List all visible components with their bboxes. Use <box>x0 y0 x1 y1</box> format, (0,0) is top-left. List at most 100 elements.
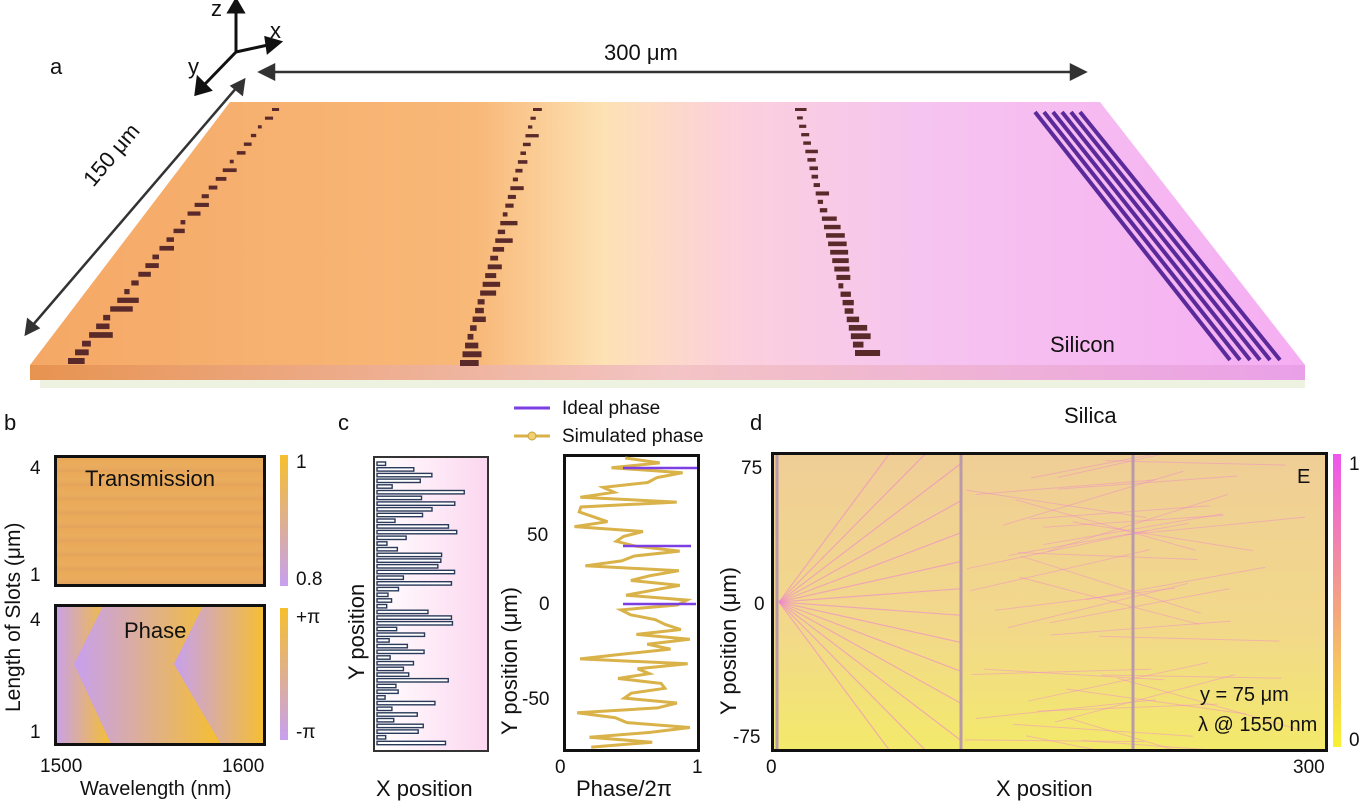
slot <box>208 185 218 190</box>
panel-d-letter: d <box>750 410 763 435</box>
depth-arrow <box>24 77 246 337</box>
slot <box>462 351 482 358</box>
annotation-y: y = 75 μm <box>1200 684 1289 706</box>
slot-bar <box>376 484 393 489</box>
slot-bar <box>376 569 456 575</box>
slot-bar <box>376 672 410 677</box>
slot-bar <box>376 478 421 484</box>
scattered-ray <box>1047 494 1228 552</box>
slot <box>507 194 516 199</box>
legend-simulated-swatch <box>514 431 550 441</box>
scattered-ray <box>1124 516 1306 536</box>
slot <box>815 191 830 196</box>
panel-d-ytick-0: 0 <box>754 594 765 615</box>
slot-bar <box>376 592 389 598</box>
slot <box>250 133 257 138</box>
slab-edge <box>30 365 1305 380</box>
slot-bar <box>376 501 456 507</box>
field-cbar-max: 1 <box>1349 454 1360 475</box>
beam-ray <box>778 601 962 672</box>
slot-bar <box>376 649 425 655</box>
slot <box>517 160 528 164</box>
slot <box>68 358 85 364</box>
slot <box>257 125 262 129</box>
panel-b-ylabel: Length of Slots (μm) <box>2 522 25 712</box>
beam-ray <box>778 532 962 603</box>
panel-c-xtick-0: 0 <box>555 757 566 778</box>
slot <box>159 245 174 251</box>
slot-bar <box>376 575 405 581</box>
scattered-ray <box>971 668 1152 675</box>
slot-bar <box>376 660 415 666</box>
slot-bar <box>376 472 433 478</box>
slot <box>215 176 227 181</box>
scattered-ray <box>1067 717 1184 752</box>
field-label: E <box>1297 466 1311 488</box>
slot-bar <box>376 552 443 558</box>
slot <box>465 342 479 349</box>
scattered-ray <box>1020 555 1201 614</box>
slot-bar <box>376 723 424 729</box>
slot <box>180 220 186 225</box>
phase-colorbar <box>280 608 288 740</box>
panel-a-letter: a <box>50 54 63 79</box>
scattered-ray <box>1099 635 1280 642</box>
slot <box>850 333 871 340</box>
slot-bar <box>376 609 429 615</box>
axis-y-label: y <box>188 54 199 79</box>
slot-bar <box>376 546 399 552</box>
slot-bar <box>376 489 465 495</box>
panel-d-ylabel: Y position (μm) <box>716 567 741 715</box>
slot-bar <box>376 535 407 541</box>
panel-d-xtick-0: 0 <box>766 757 777 778</box>
silicon-slab <box>30 102 1305 365</box>
slot <box>229 159 234 164</box>
beam-ray <box>778 500 962 603</box>
slot-bar <box>376 586 400 592</box>
transmission-ytick-top: 4 <box>30 458 41 479</box>
silicon-label: Silicon <box>1050 332 1115 357</box>
slot <box>832 258 849 264</box>
beam-ray <box>778 601 962 742</box>
scattered-ray <box>969 549 1151 592</box>
slot <box>472 316 486 323</box>
slot <box>470 325 477 331</box>
beam-ray <box>778 601 962 644</box>
scattered-ray <box>1029 505 1210 520</box>
slot <box>805 149 818 154</box>
slot-bar <box>376 643 409 649</box>
slot <box>533 108 542 111</box>
slot <box>138 271 151 277</box>
slot-bar <box>376 626 398 632</box>
slot-bars <box>376 461 465 746</box>
legend-ideal-label: Ideal phase <box>562 398 661 419</box>
panel-d-xtick-300: 300 <box>1293 757 1325 778</box>
scattered-ray <box>975 479 1156 495</box>
panel-c-left-xlabel: X position <box>376 776 473 801</box>
slot-bar <box>376 603 388 609</box>
slot <box>467 333 474 340</box>
slot <box>460 360 479 366</box>
slot <box>834 266 850 272</box>
slot-bar <box>376 620 454 626</box>
slot <box>96 323 110 330</box>
slot-layout-box <box>373 456 489 752</box>
slot <box>840 291 851 297</box>
annotation-lambda: λ @ 1550 nm <box>1198 714 1318 736</box>
legend-ideal-swatch <box>514 406 550 410</box>
panel-d-ytick-75: 75 <box>741 458 763 479</box>
scattered-ray <box>1017 552 1198 560</box>
scattered-ray <box>1072 521 1253 552</box>
panel-c-left-ylabel: Y position <box>344 583 369 680</box>
slot <box>826 233 845 238</box>
field-beams <box>778 452 1306 752</box>
slot <box>809 166 818 171</box>
beam-ray <box>778 452 892 603</box>
slot <box>510 186 524 191</box>
slot <box>152 254 160 260</box>
slot <box>838 283 844 289</box>
slot <box>485 273 497 279</box>
slot <box>89 332 113 338</box>
silica-label: Silica <box>1064 403 1117 428</box>
slot <box>801 133 810 137</box>
